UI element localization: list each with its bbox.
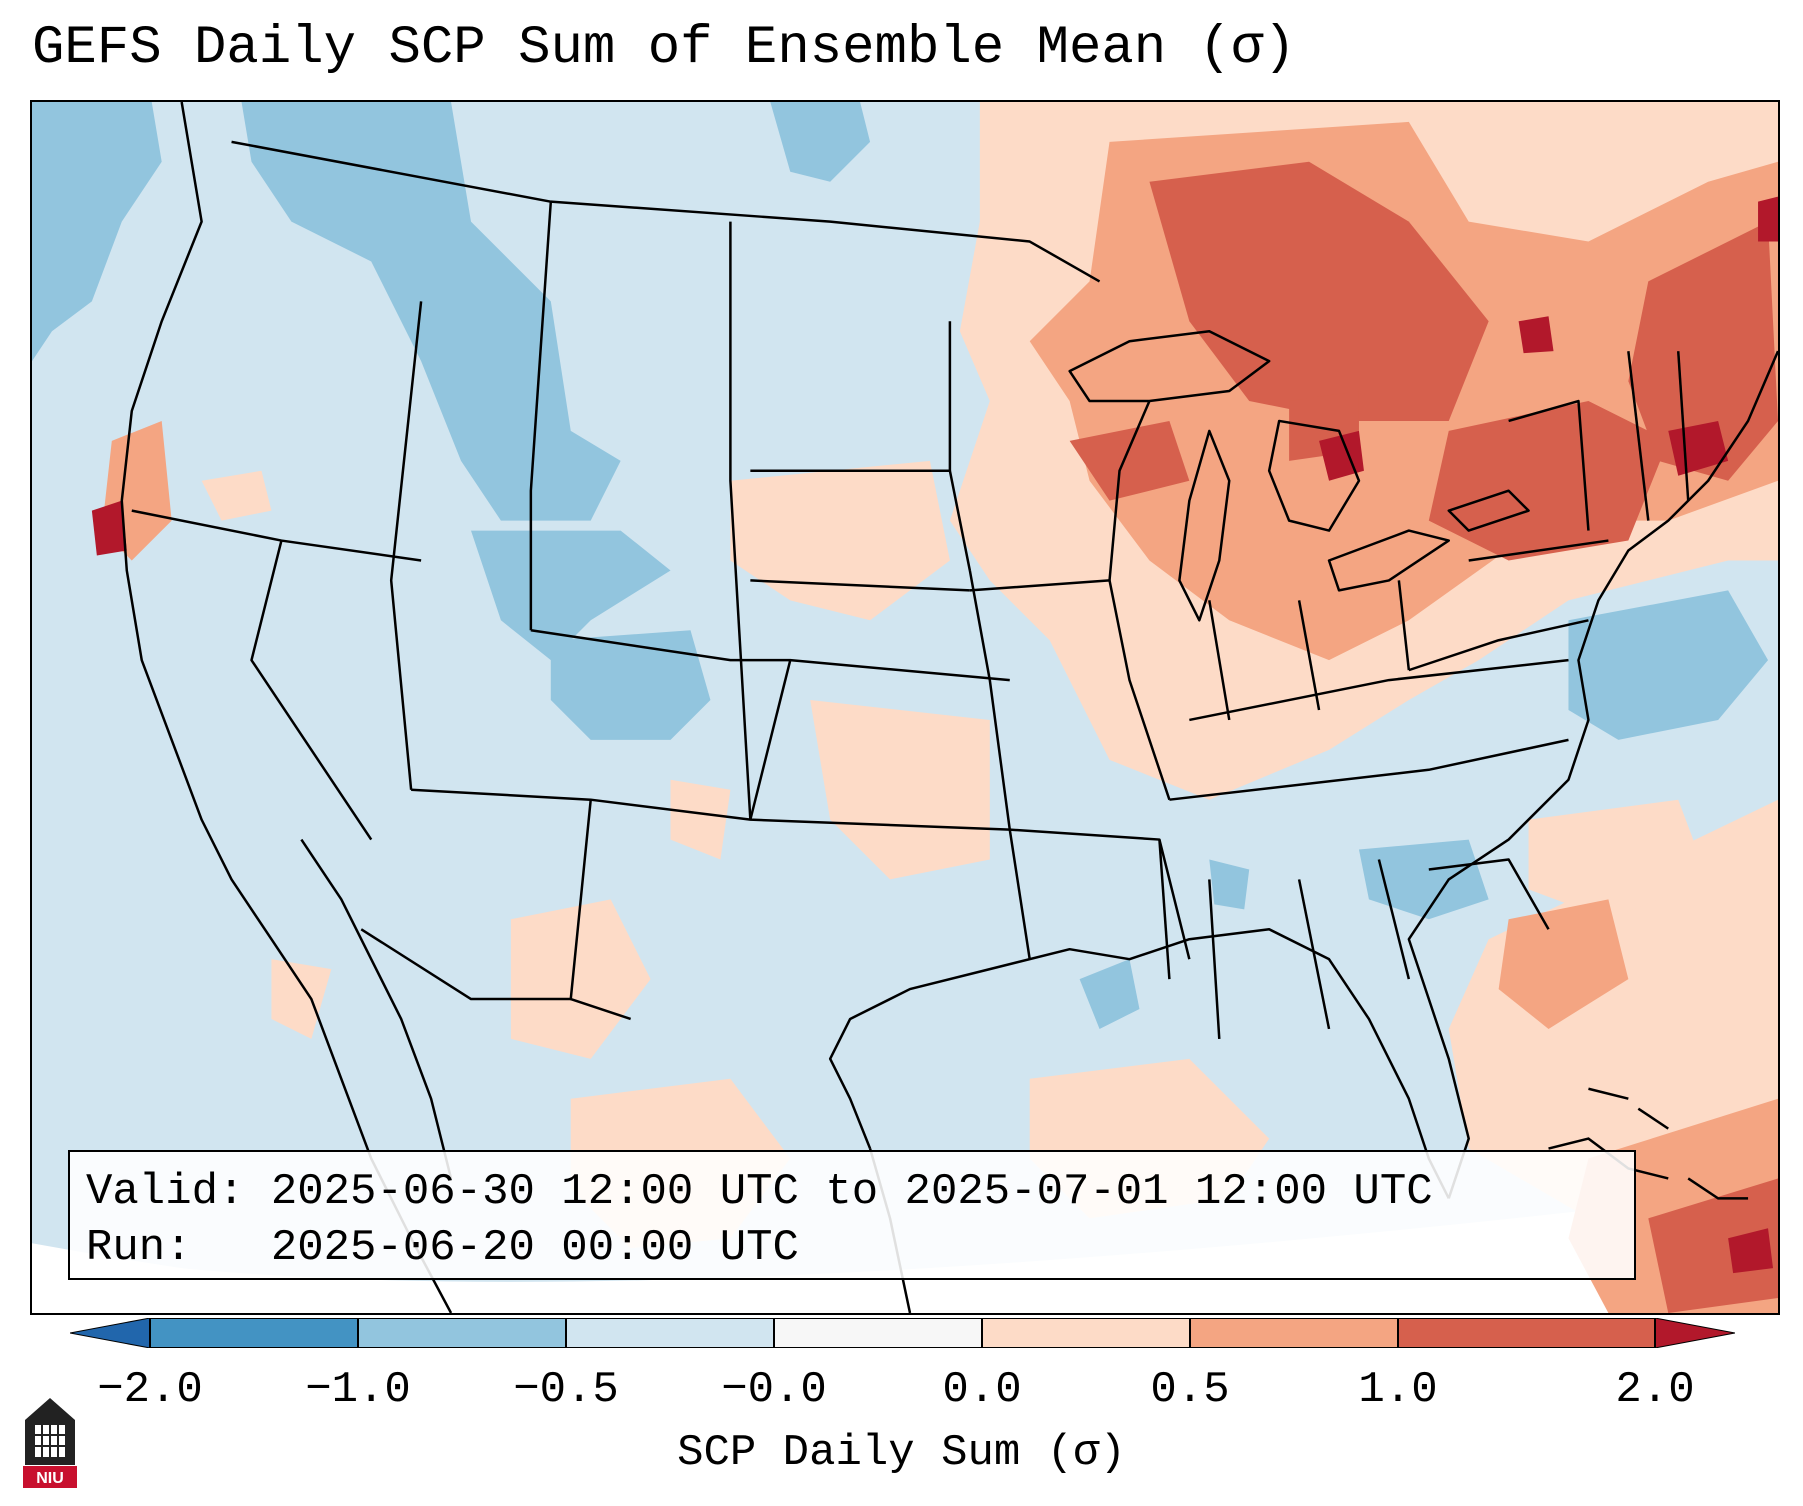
off-domain-area-left — [32, 1243, 631, 1313]
positive-strong-regions — [1069, 161, 1778, 1313]
colorbar-segment-2 — [358, 1318, 566, 1348]
niu-logo: NIU — [23, 1398, 77, 1488]
colorbar-tick-label: −1.0 — [305, 1365, 411, 1415]
colorbar-segment-7 — [1398, 1318, 1655, 1348]
colorbar-segment-3 — [566, 1318, 774, 1348]
scp-map — [32, 102, 1778, 1313]
baja-coast — [300, 838, 453, 1179]
negative-anomaly-regions — [32, 102, 1769, 1029]
colorbar-tick-label: 2.0 — [1615, 1365, 1695, 1415]
map-title: GEFS Daily SCP Sum of Ensemble Mean (σ) — [32, 18, 1296, 79]
lake-superior — [1068, 329, 1271, 403]
colorbar-segment-5 — [982, 1318, 1190, 1348]
lake-ontario — [1447, 489, 1530, 532]
colorbar-tick-label: −2.0 — [97, 1365, 203, 1415]
canada-border — [231, 140, 1101, 283]
valid-time-range: 2025-06-30 12:00 UTC to 2025-07-01 12:00… — [270, 1167, 1433, 1217]
colorbar-tick-label: 0.5 — [1150, 1365, 1230, 1415]
run-label: Run: — [86, 1223, 192, 1273]
lake-erie — [1327, 529, 1451, 592]
lake-huron — [1267, 419, 1361, 532]
colorbar-tick-label: 1.0 — [1358, 1365, 1438, 1415]
colorbar-segment-1 — [150, 1318, 358, 1348]
political-boundaries — [120, 102, 1778, 1313]
colorbar-tick-label: −0.5 — [513, 1365, 619, 1415]
gulf-coast — [828, 928, 1450, 1199]
off-domain-area — [32, 1188, 1778, 1313]
colorbar-right-extension — [1654, 1318, 1735, 1348]
colorbar-axis-label: SCP Daily Sum (σ) — [677, 1428, 1126, 1478]
colorbar-segment-4 — [774, 1318, 982, 1348]
valid-label: Valid: — [86, 1167, 245, 1217]
colorbar-tick-label: 0.0 — [942, 1365, 1022, 1415]
run-time: 2025-06-20 00:00 UTC — [270, 1223, 799, 1273]
west-coast — [120, 102, 453, 1313]
colorbar-tick-marks — [149, 1318, 1656, 1348]
colorbar-tick-label: −0.0 — [721, 1365, 827, 1415]
lake-michigan — [1178, 429, 1231, 622]
valid-run-info-box: Valid: 2025-06-30 12:00 UTC to 2025-07-0… — [68, 1150, 1636, 1280]
colorbar-segment-6 — [1190, 1318, 1398, 1348]
niu-logo-text: NIU — [36, 1470, 64, 1487]
map-panel[interactable] — [30, 100, 1780, 1315]
colorbar — [70, 1318, 1735, 1348]
colorbar-left-extension — [70, 1318, 151, 1348]
